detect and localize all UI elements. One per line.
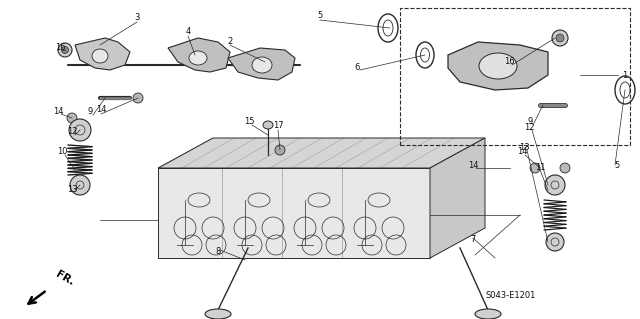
Text: 9: 9 <box>88 108 93 116</box>
Text: 7: 7 <box>470 235 476 244</box>
Bar <box>400 8 630 145</box>
Text: 16: 16 <box>54 42 65 51</box>
Text: 9: 9 <box>527 117 532 127</box>
Text: S043-E1201: S043-E1201 <box>486 291 536 300</box>
Circle shape <box>133 93 143 103</box>
Ellipse shape <box>92 49 108 63</box>
Text: FR.: FR. <box>54 269 76 287</box>
Polygon shape <box>448 42 548 90</box>
Text: 10: 10 <box>57 147 67 157</box>
Text: 15: 15 <box>244 117 254 127</box>
Text: 8: 8 <box>215 248 221 256</box>
Circle shape <box>546 233 564 251</box>
Text: 12: 12 <box>67 128 77 137</box>
Text: 13: 13 <box>518 143 529 152</box>
Text: 16: 16 <box>504 57 515 66</box>
Polygon shape <box>158 168 430 258</box>
Circle shape <box>552 30 568 46</box>
Circle shape <box>545 175 565 195</box>
Text: 12: 12 <box>524 122 534 131</box>
Circle shape <box>69 119 91 141</box>
Text: 17: 17 <box>273 122 284 130</box>
Ellipse shape <box>479 53 517 79</box>
Text: 3: 3 <box>134 13 140 23</box>
Text: 11: 11 <box>535 164 545 173</box>
Text: 1: 1 <box>622 70 628 79</box>
Circle shape <box>275 145 285 155</box>
Circle shape <box>61 47 68 54</box>
Text: 5: 5 <box>317 11 323 19</box>
Polygon shape <box>228 48 295 80</box>
Text: 6: 6 <box>355 63 360 72</box>
Circle shape <box>530 163 540 173</box>
Circle shape <box>70 175 90 195</box>
Text: 5: 5 <box>614 160 620 169</box>
Text: 14: 14 <box>516 147 527 157</box>
Text: 13: 13 <box>67 186 77 195</box>
Polygon shape <box>75 38 130 70</box>
Ellipse shape <box>263 121 273 129</box>
Ellipse shape <box>252 57 272 73</box>
Text: 14: 14 <box>96 106 106 115</box>
Circle shape <box>560 163 570 173</box>
Circle shape <box>67 113 77 123</box>
Polygon shape <box>168 38 230 72</box>
Ellipse shape <box>205 309 231 319</box>
Text: 14: 14 <box>52 107 63 115</box>
Circle shape <box>58 43 72 57</box>
Ellipse shape <box>475 309 501 319</box>
Text: 4: 4 <box>186 27 191 36</box>
Circle shape <box>556 34 564 42</box>
Text: 2: 2 <box>227 38 232 47</box>
Polygon shape <box>430 138 485 258</box>
Text: 14: 14 <box>468 160 478 169</box>
Polygon shape <box>158 138 485 168</box>
Ellipse shape <box>189 51 207 65</box>
